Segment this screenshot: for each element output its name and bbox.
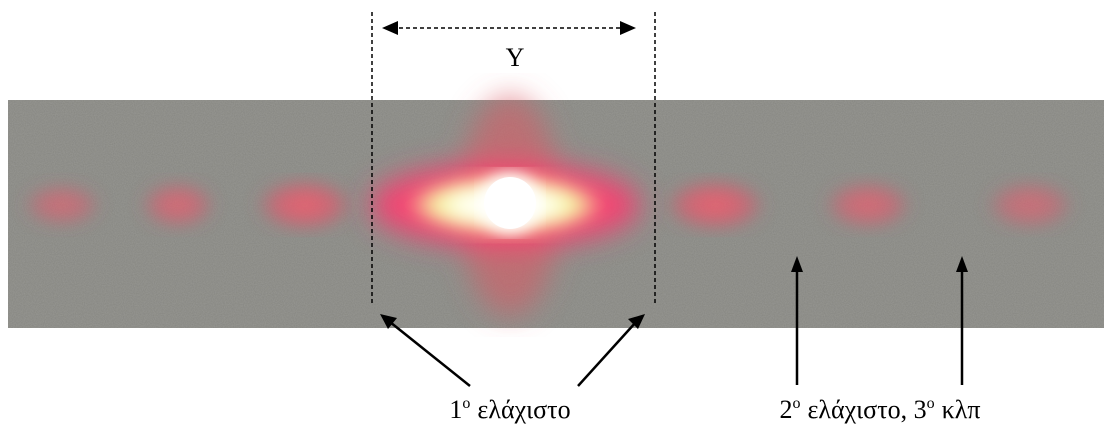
label-part: 2 [780, 395, 793, 424]
photo [8, 95, 1104, 328]
label-sup: o [462, 395, 470, 412]
label-part: 1 [449, 395, 462, 424]
diagram: Y 1oελάχιστο 2oελάχιστο, 3oκλπ [0, 0, 1104, 427]
label-sup: o [793, 395, 801, 412]
page: Y 1oελάχιστο 2oελάχιστο, 3oκλπ (() => { … [0, 0, 1104, 427]
label-part: ελάχιστο [477, 395, 570, 424]
dimension-label: Y [506, 43, 525, 72]
minimum-1-label: 1o ελάχιστο [449, 395, 570, 424]
label-part: κλπ [942, 395, 981, 424]
label-part: ελάχιστο, 3 [808, 395, 927, 424]
label-sup: o [927, 395, 935, 412]
